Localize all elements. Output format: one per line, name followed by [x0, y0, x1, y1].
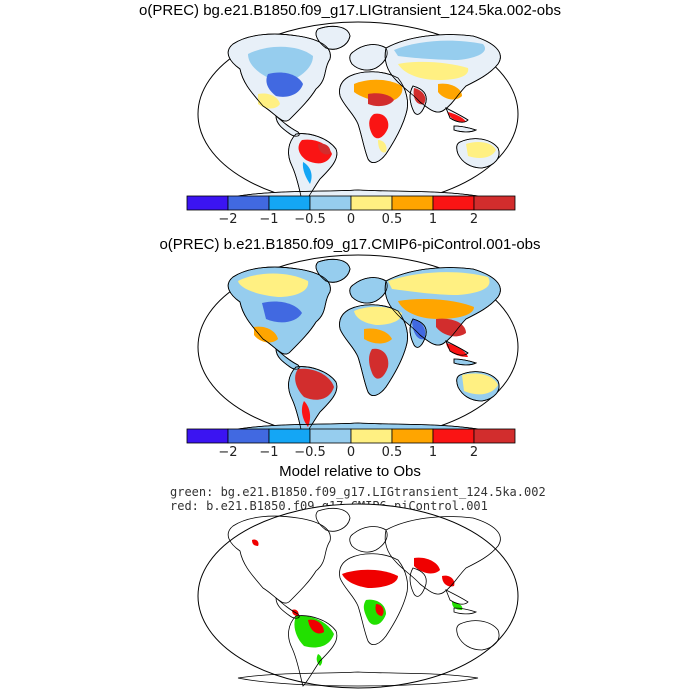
panel-1-title: o(PREC) bg.e21.B1850.f09_g17.LIGtransien… [139, 2, 561, 19]
colorbar-2-box-4 [350, 428, 393, 444]
colorbar-2-box-5 [391, 428, 434, 444]
map-panel-1 [197, 21, 519, 207]
colorbar-1-box-1 [227, 195, 270, 211]
precip-anomaly-fill [238, 272, 498, 427]
comparison-legend-green: green: bg.e21.B1850.f09_g17.LIGtransient… [170, 485, 546, 499]
colorbar-1-tick-3: 0 [347, 212, 355, 227]
colorbar-1-box-7 [473, 195, 516, 211]
colorbar-2-box-6 [432, 428, 475, 444]
map-panel-comparison [197, 503, 519, 689]
colorbar-1-box-0 [186, 195, 229, 211]
colorbar-2-box-0 [186, 428, 229, 444]
colorbar-2-tick-3: 0 [347, 445, 355, 460]
colorbar-1-box-6 [432, 195, 475, 211]
colorbar-2-box-3 [309, 428, 352, 444]
colorbar-1-tick-5: 1 [429, 212, 437, 227]
colorbar-1-box-5 [391, 195, 434, 211]
colorbar-2-tick-2: −0.5 [294, 445, 326, 460]
colorbar-1-tick-2: −0.5 [294, 212, 326, 227]
colorbar-2: −2 −1 −0.5 0 0.5 1 2 [186, 428, 516, 460]
colorbar-1-tick-4: 0.5 [382, 212, 403, 227]
comparison-title: Model relative to Obs [279, 463, 421, 480]
colorbar-2-box-7 [473, 428, 516, 444]
precip-anomaly-fill [248, 40, 496, 184]
colorbar-2-tick-1: −1 [259, 445, 278, 460]
comparison-red-regions [252, 539, 455, 634]
colorbar-2-tick-0: −2 [218, 445, 237, 460]
colorbar-1-tick-6: 2 [470, 212, 478, 227]
colorbar-1: −2 −1 −0.5 0 0.5 1 2 [186, 195, 516, 227]
colorbar-2-tick-6: 2 [470, 445, 478, 460]
colorbar-1-box-2 [268, 195, 311, 211]
panel-2-title: o(PREC) b.e21.B1850.f09_g17.CMIP6-piCont… [159, 236, 541, 253]
colorbar-1-tick-0: −2 [218, 212, 237, 227]
colorbar-1-tick-1: −1 [259, 212, 278, 227]
colorbar-2-box-2 [268, 428, 311, 444]
colorbar-2-tick-4: 0.5 [382, 445, 403, 460]
colorbar-2-tick-5: 1 [429, 445, 437, 460]
colorbar-1-box-3 [309, 195, 352, 211]
colorbar-2-box-1 [227, 428, 270, 444]
colorbar-1-box-4 [350, 195, 393, 211]
map-panel-2 [197, 254, 519, 440]
